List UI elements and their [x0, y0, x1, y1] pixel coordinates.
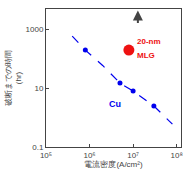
- svg-text:10⁶: 10⁶: [83, 151, 95, 160]
- svg-text:破断までの時間(hr): 破断までの時間(hr): [4, 50, 23, 107]
- svg-text:Cu: Cu: [109, 99, 121, 109]
- svg-text:10: 10: [34, 84, 43, 93]
- svg-text:0.1: 0.1: [32, 143, 44, 152]
- svg-text:20-nm: 20-nm: [137, 37, 161, 46]
- svg-text:MLG: MLG: [137, 51, 155, 60]
- svg-text:1000: 1000: [26, 25, 44, 34]
- svg-text:10⁷: 10⁷: [127, 151, 139, 160]
- svg-text:10⁸: 10⁸: [171, 151, 183, 160]
- svg-text:10⁵: 10⁵: [40, 151, 52, 160]
- svg-text:電流密度(A/cm²): 電流密度(A/cm²): [84, 160, 143, 169]
